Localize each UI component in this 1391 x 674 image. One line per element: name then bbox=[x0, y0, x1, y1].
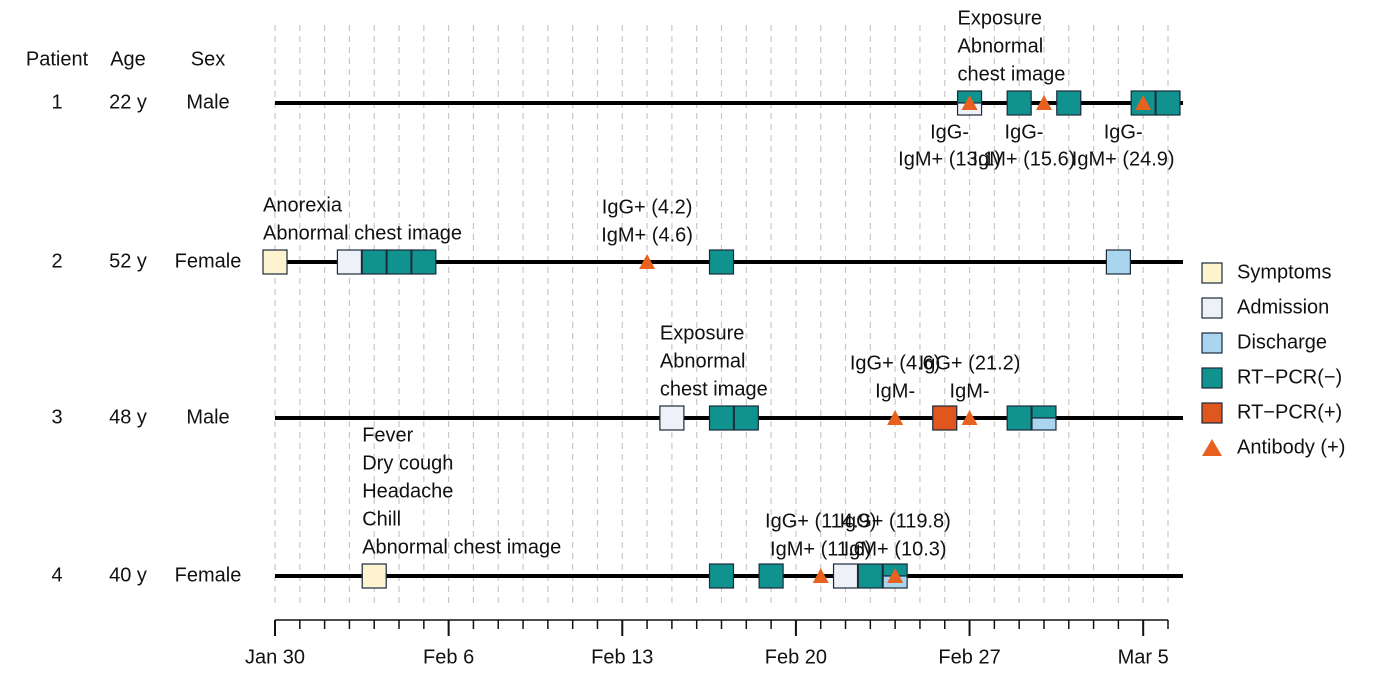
legend-label: Symptoms bbox=[1237, 261, 1331, 283]
antibody-marker bbox=[961, 410, 978, 425]
patient-sex: Male bbox=[186, 91, 229, 113]
column-header: Sex bbox=[191, 48, 225, 70]
patient-sex: Female bbox=[175, 250, 242, 272]
event-box bbox=[1155, 90, 1181, 116]
legend-swatch bbox=[1201, 402, 1223, 424]
event-note: Headache bbox=[362, 480, 453, 502]
antibody-label: IgG+ (4.2) bbox=[602, 196, 693, 218]
antibody-label: IgM- bbox=[950, 380, 990, 402]
event-note: Abnormal chest image bbox=[263, 222, 462, 244]
event-box bbox=[262, 249, 288, 275]
event-note: Anorexia bbox=[263, 194, 343, 216]
antibody-marker bbox=[639, 254, 656, 269]
event-box bbox=[386, 249, 412, 275]
event-box bbox=[1031, 405, 1057, 419]
x-tick-label: Feb 6 bbox=[423, 646, 474, 668]
legend-label: Discharge bbox=[1237, 331, 1327, 353]
event-box bbox=[361, 249, 387, 275]
event-box bbox=[832, 563, 859, 589]
legend-label: RT−PCR(+) bbox=[1237, 401, 1342, 423]
patient-age: 52 y bbox=[109, 250, 147, 272]
event-note: Abnormal chest image bbox=[362, 536, 561, 558]
patient-age: 48 y bbox=[109, 406, 147, 428]
legend-swatch bbox=[1201, 332, 1223, 354]
event-box bbox=[1056, 90, 1082, 116]
antibody-marker bbox=[1135, 95, 1152, 110]
antibody-label: IgG+ (114.9) bbox=[765, 510, 876, 532]
antibody-label: IgM- bbox=[875, 380, 915, 402]
antibody-label: IgM+ (24.9) bbox=[1072, 148, 1175, 170]
legend-label: RT−PCR(−) bbox=[1237, 366, 1342, 388]
x-tick-label: Feb 20 bbox=[765, 646, 827, 668]
antibody-marker bbox=[961, 95, 978, 110]
event-box bbox=[336, 249, 363, 275]
legend-label: Admission bbox=[1237, 296, 1329, 318]
antibody-marker bbox=[887, 410, 904, 425]
antibody-label: IgG- bbox=[930, 121, 969, 143]
antibody-label: IgG- bbox=[1005, 121, 1044, 143]
event-box bbox=[1105, 249, 1131, 275]
antibody-label: IgM+ (15.6) bbox=[973, 148, 1076, 170]
x-tick-label: Mar 5 bbox=[1118, 646, 1169, 668]
event-note: Exposure bbox=[958, 7, 1043, 29]
event-box bbox=[1006, 90, 1032, 116]
event-note: chest image bbox=[660, 378, 768, 400]
event-box bbox=[659, 405, 685, 431]
antibody-marker bbox=[812, 568, 829, 583]
event-note: chest image bbox=[958, 63, 1066, 85]
antibody-label: IgM+ (11.6) bbox=[770, 538, 871, 560]
event-box bbox=[857, 563, 883, 589]
legend-swatch bbox=[1201, 262, 1223, 284]
antibody-label: IgM+ (10.3) bbox=[844, 538, 947, 560]
antibody-label: IgG+ (119.8) bbox=[839, 510, 950, 532]
antibody-label: IgG+ (4.6) bbox=[850, 352, 941, 374]
patient-age: 22 y bbox=[109, 91, 147, 113]
event-box bbox=[1006, 405, 1032, 431]
antibody-label: IgG+ (21.2) bbox=[919, 352, 1021, 374]
event-note: Abnormal bbox=[958, 35, 1044, 57]
column-header: Patient bbox=[26, 48, 89, 70]
patient-id: 3 bbox=[51, 406, 62, 428]
event-note: Fever bbox=[362, 424, 413, 446]
event-note: Chill bbox=[362, 508, 401, 530]
event-box bbox=[708, 405, 735, 431]
patient-sex: Female bbox=[175, 564, 242, 586]
legend-swatch bbox=[1201, 297, 1223, 319]
event-box bbox=[411, 249, 437, 275]
event-box bbox=[361, 563, 387, 589]
legend-label: Antibody (+) bbox=[1237, 436, 1345, 458]
antibody-label: IgM+ (4.6) bbox=[601, 224, 693, 246]
event-box bbox=[708, 249, 735, 275]
x-tick-label: Jan 30 bbox=[245, 646, 305, 668]
event-note: Dry cough bbox=[362, 452, 453, 474]
event-box bbox=[733, 405, 759, 431]
patient-id: 2 bbox=[51, 250, 62, 272]
event-box bbox=[708, 563, 735, 589]
event-box bbox=[1031, 417, 1057, 431]
event-note: Exposure bbox=[660, 322, 745, 344]
patient-id: 1 bbox=[51, 91, 62, 113]
patient-id: 4 bbox=[51, 564, 62, 586]
antibody-marker bbox=[887, 568, 904, 583]
legend-swatch bbox=[1201, 367, 1223, 389]
event-box bbox=[758, 563, 784, 589]
event-box bbox=[932, 405, 958, 431]
x-tick-label: Feb 13 bbox=[591, 646, 653, 668]
antibody-label: IgG- bbox=[1104, 121, 1143, 143]
x-tick-label: Feb 27 bbox=[938, 646, 1000, 668]
legend-swatch bbox=[1202, 439, 1222, 456]
antibody-label: IgM+ (13.1) bbox=[898, 148, 1001, 170]
patient-sex: Male bbox=[186, 406, 229, 428]
column-header: Age bbox=[110, 48, 146, 70]
event-note: Abnormal bbox=[660, 350, 746, 372]
antibody-marker bbox=[1035, 95, 1052, 110]
patient-age: 40 y bbox=[109, 564, 147, 586]
